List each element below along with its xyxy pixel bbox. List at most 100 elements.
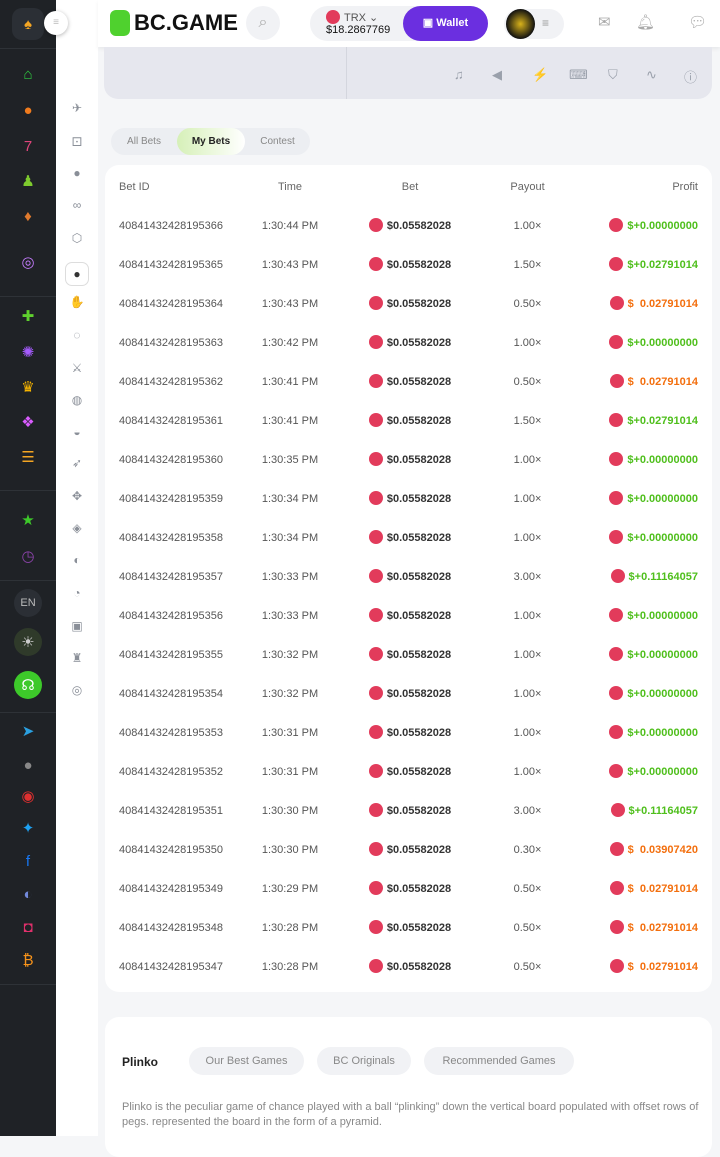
camera-icon[interactable]: ●	[23, 756, 33, 774]
live-casino-icon[interactable]: ♟	[21, 173, 35, 190]
bet-id[interactable]: 40841432428195351	[119, 805, 224, 817]
table-row[interactable]: 40841432428195350 1:30:30 PM $0.05582028…	[105, 831, 712, 870]
telegram-icon[interactable]: ➤	[21, 723, 35, 740]
tab-contest[interactable]: Contest	[260, 136, 295, 147]
music-off-icon[interactable]: ♫	[454, 67, 464, 82]
game-coinflip-icon[interactable]: ✋	[69, 295, 85, 309]
table-row[interactable]: 40841432428195352 1:30:31 PM $0.05582028…	[105, 753, 712, 792]
user-menu[interactable]: ≡	[504, 9, 564, 39]
table-row[interactable]: 40841432428195353 1:30:31 PM $0.05582028…	[105, 714, 712, 753]
mail-icon[interactable]: ✉	[598, 14, 611, 31]
theme-icon[interactable]: ☀	[14, 628, 42, 656]
facebook-icon[interactable]: f	[25, 852, 31, 870]
bet-id[interactable]: 40841432428195350	[119, 844, 224, 856]
wallet-button[interactable]: ▣ Wallet	[403, 6, 488, 41]
bet-id[interactable]: 40841432428195354	[119, 688, 224, 700]
star-icon[interactable]: ★	[21, 512, 35, 529]
table-row[interactable]: 40841432428195357 1:30:33 PM $0.05582028…	[105, 558, 712, 597]
table-row[interactable]: 40841432428195347 1:30:28 PM $0.05582028…	[105, 948, 712, 987]
game-baccarat-icon[interactable]: ◈	[72, 521, 82, 535]
bet-id[interactable]: 40841432428195359	[119, 493, 224, 505]
home-icon[interactable]: ⌂	[23, 65, 33, 83]
bet-id[interactable]: 40841432428195348	[119, 922, 224, 934]
bet-id[interactable]: 40841432428195365	[119, 259, 224, 271]
vip-icon[interactable]: ✺	[21, 344, 35, 361]
support-icon[interactable]: ☊	[14, 671, 42, 699]
bet-id[interactable]: 40841432428195363	[119, 337, 224, 349]
game-cards-icon[interactable]: ✥	[71, 489, 83, 503]
chat-icon[interactable]: 💬︎	[688, 14, 708, 31]
game-rocket-icon[interactable]: ➶	[71, 456, 83, 470]
table-row[interactable]: 40841432428195359 1:30:34 PM $0.05582028…	[105, 480, 712, 519]
clock-icon[interactable]: ◷	[21, 548, 35, 565]
tab-all-bets[interactable]: All Bets	[127, 136, 161, 147]
crown-icon[interactable]: ♛	[21, 379, 35, 396]
promotions-icon[interactable]: ✚	[21, 308, 35, 325]
bc-originals-icon[interactable]: ◎	[21, 254, 35, 271]
casino-icon[interactable]: ●	[23, 101, 33, 119]
bitcoin-icon[interactable]: ₿	[22, 951, 34, 969]
gift-icon[interactable]: ❖	[21, 414, 35, 431]
bet-id[interactable]: 40841432428195357	[119, 571, 224, 583]
game-ring-icon[interactable]: ◒	[73, 425, 81, 439]
game-wheel-icon[interactable]: ◍	[71, 393, 83, 407]
slots-icon[interactable]: 7	[23, 137, 33, 155]
language-button[interactable]: EN	[14, 589, 42, 617]
table-row[interactable]: 40841432428195362 1:30:41 PM $0.05582028…	[105, 363, 712, 402]
bet-id[interactable]: 40841432428195358	[119, 532, 224, 544]
twitter-icon[interactable]: ✦	[21, 820, 35, 837]
tab-my-bets[interactable]: My Bets	[177, 128, 245, 155]
table-row[interactable]: 40841432428195363 1:30:42 PM $0.05582028…	[105, 324, 712, 363]
table-row[interactable]: 40841432428195360 1:30:35 PM $0.05582028…	[105, 441, 712, 480]
table-row[interactable]: 40841432428195354 1:30:32 PM $0.05582028…	[105, 675, 712, 714]
fairness-icon[interactable]: ⛉	[608, 67, 618, 82]
help-icon[interactable]: ⓘ	[684, 70, 698, 85]
game-robot-icon[interactable]: ♜	[71, 651, 83, 665]
game-mines-icon[interactable]: ●	[65, 262, 89, 286]
bet-id[interactable]: 40841432428195347	[119, 961, 224, 973]
sidebar-toggle[interactable]: ≡	[44, 11, 68, 35]
chart-icon[interactable]: ∿	[646, 67, 657, 82]
bet-id[interactable]: 40841432428195362	[119, 376, 224, 388]
table-row[interactable]: 40841432428195356 1:30:33 PM $0.05582028…	[105, 597, 712, 636]
search-button[interactable]: ⌕	[246, 6, 280, 40]
table-row[interactable]: 40841432428195355 1:30:32 PM $0.05582028…	[105, 636, 712, 675]
sound-off-icon[interactable]: ◀	[492, 67, 502, 82]
bet-id[interactable]: 40841432428195355	[119, 649, 224, 661]
table-row[interactable]: 40841432428195348 1:30:28 PM $0.05582028…	[105, 909, 712, 948]
game-slot-icon[interactable]: ◐	[73, 553, 81, 567]
game-plinko-icon[interactable]: ●	[73, 166, 81, 180]
pill-recommended[interactable]: Recommended Games	[424, 1047, 574, 1075]
game-hilo-icon[interactable]: ⬡	[71, 231, 83, 245]
game-vault-icon[interactable]: ◎	[71, 683, 83, 697]
game-tower-icon[interactable]: ⚔	[71, 361, 83, 375]
bet-id[interactable]: 40841432428195366	[119, 220, 224, 232]
bell-icon[interactable]: 🔔︎	[636, 14, 656, 31]
bet-id[interactable]: 40841432428195364	[119, 298, 224, 310]
bet-id[interactable]: 40841432428195352	[119, 766, 224, 778]
game-video-poker-icon[interactable]: ▣	[71, 619, 83, 633]
table-row[interactable]: 40841432428195349 1:30:29 PM $0.05582028…	[105, 870, 712, 909]
table-row[interactable]: 40841432428195361 1:30:41 PM $0.05582028…	[105, 402, 712, 441]
logo[interactable]: BC.GAME	[110, 10, 238, 36]
table-row[interactable]: 40841432428195358 1:30:34 PM $0.05582028…	[105, 519, 712, 558]
bet-id[interactable]: 40841432428195361	[119, 415, 224, 427]
game-limbo-icon[interactable]: ∞	[72, 198, 82, 212]
game-keno-icon[interactable]: ◌	[73, 328, 81, 342]
poker-icon[interactable]: ♦	[24, 207, 32, 225]
keyboard-icon[interactable]: ⌨	[569, 67, 588, 82]
fast-mode-icon[interactable]: ⚡	[532, 67, 549, 82]
bet-id[interactable]: 40841432428195360	[119, 454, 224, 466]
github-icon[interactable]: ◉	[21, 788, 35, 805]
bet-id[interactable]: 40841432428195356	[119, 610, 224, 622]
game-roulette-icon[interactable]: ◔	[73, 586, 81, 600]
table-row[interactable]: 40841432428195365 1:30:43 PM $0.05582028…	[105, 246, 712, 285]
game-dice-icon[interactable]: ⚀	[71, 135, 83, 149]
table-row[interactable]: 40841432428195364 1:30:43 PM $0.05582028…	[105, 285, 712, 324]
table-row[interactable]: 40841432428195366 1:30:44 PM $0.05582028…	[105, 207, 712, 246]
leaderboard-icon[interactable]: ☰	[21, 449, 35, 466]
game-crash-icon[interactable]: ✈	[71, 101, 83, 115]
table-row[interactable]: 40841432428195351 1:30:30 PM $0.05582028…	[105, 792, 712, 831]
bet-id[interactable]: 40841432428195353	[119, 727, 224, 739]
instagram-icon[interactable]: ◘	[23, 918, 33, 936]
